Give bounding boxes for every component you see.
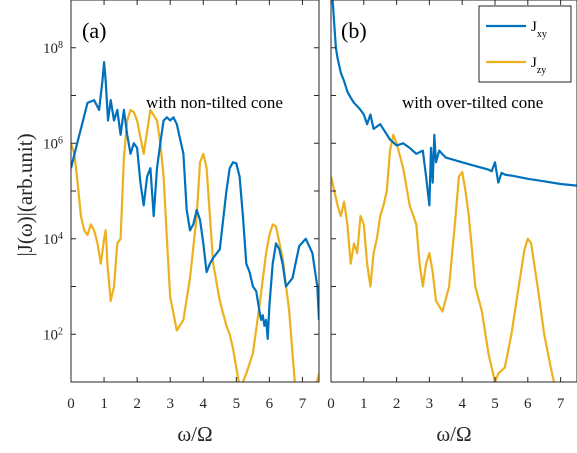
x-axis-label-a: ω/Ω bbox=[177, 422, 212, 446]
x-tick-label: 0 bbox=[67, 396, 75, 412]
panel-b-series-jxy bbox=[331, 0, 577, 207]
panel-a: 0 1 2 3 4 5 6 7 102 104 106 108 (a) with non-tilte… bbox=[43, 0, 320, 446]
x-tick-label: 1 bbox=[100, 396, 108, 412]
y-tick-label: 104 bbox=[43, 230, 63, 248]
series-line-jxy bbox=[331, 0, 577, 207]
panel-a-y-ticks: 102 104 106 108 bbox=[43, 0, 319, 383]
panel-tag-a: (a) bbox=[82, 18, 106, 43]
panel-b-x-ticks: 0 1 2 3 4 5 6 7 bbox=[327, 0, 565, 412]
x-axis-label-b: ω/Ω bbox=[436, 422, 471, 446]
panel-b-series-jzy bbox=[331, 133, 556, 382]
x-tick-label: 2 bbox=[133, 396, 141, 412]
y-tick-label: 108 bbox=[43, 39, 63, 57]
legend-label-jzy: Jzy bbox=[531, 55, 546, 76]
x-tick-label: 5 bbox=[491, 396, 499, 412]
annotation-a: with non-tilted cone bbox=[146, 93, 283, 112]
panel-b: 0 1 2 3 4 5 6 7 (b) with over-tilted cone ω/Ω J… bbox=[327, 0, 577, 446]
series-line-jzy bbox=[331, 133, 556, 382]
legend-box bbox=[478, 5, 572, 83]
panel-tag-b: (b) bbox=[341, 18, 367, 43]
x-tick-label: 7 bbox=[299, 396, 307, 412]
x-tick-label: 4 bbox=[200, 396, 208, 412]
panel-a-x-ticks: 0 1 2 3 4 5 6 7 bbox=[67, 0, 307, 412]
annotation-b: with over-tilted cone bbox=[402, 93, 543, 112]
panel-b-y-ticks bbox=[331, 0, 336, 383]
x-tick-label: 1 bbox=[360, 396, 368, 412]
x-tick-label: 2 bbox=[393, 396, 401, 412]
x-tick-label: 7 bbox=[557, 396, 565, 412]
series-line-jzy bbox=[71, 108, 319, 382]
x-tick-label: 5 bbox=[233, 396, 241, 412]
y-tick-label: 102 bbox=[43, 326, 63, 344]
x-tick-label: 6 bbox=[266, 396, 274, 412]
legend-label-jxy: Jxy bbox=[531, 19, 547, 40]
panel-a-series-jxy bbox=[71, 60, 319, 340]
panel-a-series-jzy bbox=[71, 108, 319, 382]
x-tick-label: 6 bbox=[524, 396, 532, 412]
series-line-jxy bbox=[71, 60, 319, 340]
x-tick-label: 3 bbox=[166, 396, 174, 412]
x-tick-label: 0 bbox=[327, 396, 335, 412]
x-tick-label: 3 bbox=[426, 396, 434, 412]
legend: Jxy Jzy bbox=[478, 5, 572, 83]
panel-a-frame bbox=[70, 0, 320, 383]
y-tick-label: 106 bbox=[43, 135, 63, 153]
x-tick-label: 4 bbox=[458, 396, 466, 412]
y-axis-label: |J(ω)|(arb.unit) bbox=[13, 133, 37, 256]
